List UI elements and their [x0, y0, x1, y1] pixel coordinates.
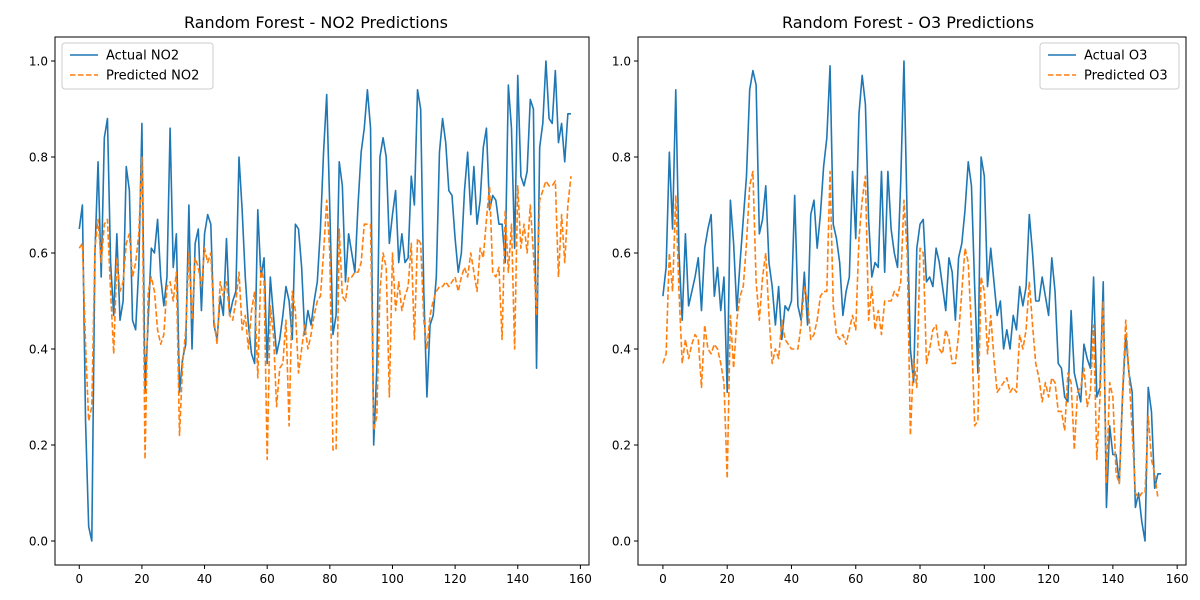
- o3-x-tick-label: 100: [973, 572, 996, 586]
- no2-axes-frame: [54, 36, 590, 566]
- no2-chart-panel: Random Forest - NO2 Predictions 0 20 40 60 8…: [29, 13, 592, 586]
- no2-x-axis: 0 20 40 60 80 100 120 140 160: [75, 565, 592, 586]
- o3-series-actual-line: [662, 60, 1162, 542]
- no2-x-tick-label: 140: [506, 572, 529, 586]
- no2-y-axis: 0.0 0.2 0.4 0.6 0.8 1.0: [29, 55, 55, 549]
- o3-y-tick-label: 0.6: [612, 247, 631, 261]
- o3-plot-area: [662, 60, 1162, 542]
- no2-y-tick-label: 0.8: [29, 151, 48, 165]
- no2-legend-label-predicted: Predicted NO2: [106, 69, 199, 84]
- o3-y-tick-label: 0.2: [612, 439, 631, 453]
- no2-x-tick-label: 120: [444, 572, 467, 586]
- no2-y-tick-label: 0.0: [29, 535, 48, 549]
- o3-chart-panel: Random Forest - O3 Predictions 0 20 40 60 80…: [612, 13, 1189, 586]
- no2-x-tick-label: 160: [569, 572, 592, 586]
- o3-legend-label-actual: Actual O3: [1084, 49, 1147, 64]
- o3-x-tick-label: 0: [659, 572, 667, 586]
- no2-y-tick-label: 0.6: [29, 247, 48, 261]
- no2-x-tick-label: 80: [322, 572, 337, 586]
- o3-x-axis: 0 20 40 60 80 100 120 140 160: [659, 565, 1189, 586]
- o3-y-tick-label: 0.0: [612, 535, 631, 549]
- o3-chart-title: Random Forest - O3 Predictions: [782, 13, 1034, 32]
- o3-x-tick-label: 60: [848, 572, 863, 586]
- no2-x-tick-label: 40: [197, 572, 212, 586]
- o3-x-tick-label: 140: [1101, 572, 1124, 586]
- no2-x-tick-label: 20: [134, 572, 149, 586]
- o3-series-predicted-line: [662, 170, 1159, 499]
- o3-x-tick-label: 40: [784, 572, 799, 586]
- no2-legend-box: [61, 42, 214, 90]
- o3-x-tick-label: 80: [912, 572, 927, 586]
- o3-y-axis: 0.0 0.2 0.4 0.6 0.8 1.0: [612, 55, 638, 549]
- no2-y-tick-label: 0.4: [29, 343, 48, 357]
- no2-x-tick-label: 100: [381, 572, 404, 586]
- o3-axes-frame: [637, 36, 1187, 566]
- no2-x-tick-label: 0: [75, 572, 83, 586]
- no2-y-tick-label: 1.0: [29, 55, 48, 69]
- o3-legend: Actual O3 Predicted O3: [1039, 42, 1180, 90]
- o3-x-tick-label: 120: [1037, 572, 1060, 586]
- o3-y-tick-label: 0.4: [612, 343, 631, 357]
- no2-x-tick-label: 60: [260, 572, 275, 586]
- o3-x-tick-label: 20: [720, 572, 735, 586]
- o3-y-tick-label: 1.0: [612, 55, 631, 69]
- no2-plot-area: [78, 60, 572, 542]
- o3-legend-label-predicted: Predicted O3: [1084, 69, 1168, 84]
- no2-chart-title: Random Forest - NO2 Predictions: [184, 13, 448, 32]
- no2-series-predicted-line: [78, 156, 572, 461]
- no2-legend: Actual NO2 Predicted NO2: [61, 42, 214, 90]
- o3-y-tick-label: 0.8: [612, 151, 631, 165]
- no2-y-tick-label: 0.2: [29, 439, 48, 453]
- no2-legend-label-actual: Actual NO2: [106, 49, 179, 64]
- o3-x-tick-label: 160: [1166, 572, 1189, 586]
